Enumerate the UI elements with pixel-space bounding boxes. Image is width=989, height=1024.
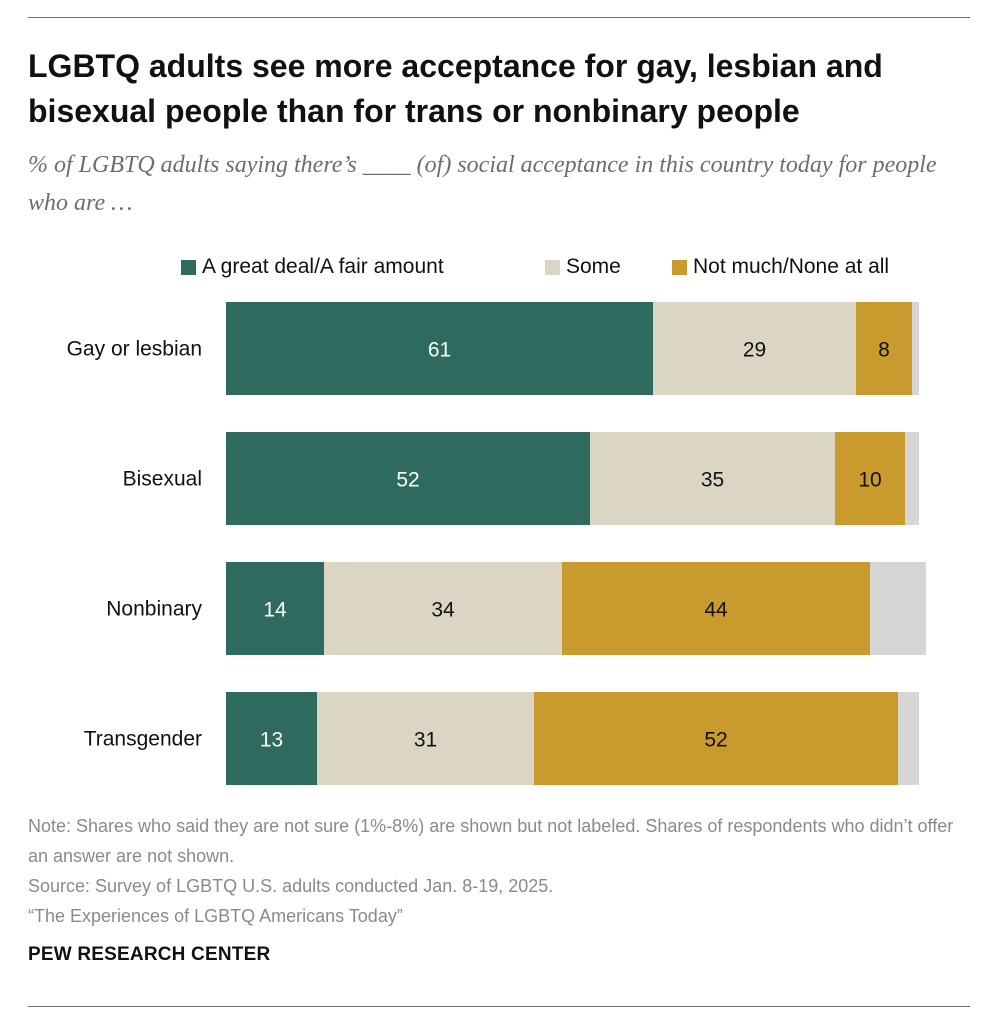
value-label-bisexual-some: 35 [701, 469, 724, 492]
category-label-bisexual: Bisexual [123, 468, 202, 491]
bar-nonbinary-not-much-none-at-all [562, 562, 870, 655]
bar-bisexual-some [590, 432, 835, 525]
top-rule [28, 17, 970, 18]
bottom-rule [28, 1006, 970, 1007]
value-label-nonbinary-some: 34 [431, 599, 455, 622]
legend-swatch-great-deal [181, 259, 196, 275]
value-label-gay-or-lesbian-some: 29 [743, 339, 766, 362]
report-title: “The Experiences of LGBTQ Americans Toda… [28, 906, 403, 926]
bar-transgender-a-great-deal-a-fair-amount [226, 692, 317, 785]
category-label-gay-or-lesbian: Gay or lesbian [67, 338, 202, 361]
value-label-transgender-a-great-deal-a-fair-amount: 13 [260, 729, 283, 752]
bar-bisexual-not-sure [905, 432, 919, 525]
source-text: Source: Survey of LGBTQ U.S. adults cond… [28, 876, 554, 896]
value-label-nonbinary-not-much-none-at-all: 44 [704, 599, 728, 622]
legend-swatch-some [545, 259, 560, 275]
legend-label-some: Some [566, 255, 621, 278]
chart-notes: Note: Shares who said they are not sure … [28, 811, 968, 931]
category-label-transgender: Transgender [84, 728, 202, 751]
bar-gay-or-lesbian-some [653, 302, 856, 395]
bar-nonbinary-a-great-deal-a-fair-amount [226, 562, 324, 655]
value-label-transgender-not-much-none-at-all: 52 [704, 729, 727, 752]
bar-gay-or-lesbian-a-great-deal-a-fair-amount [226, 302, 653, 395]
value-label-nonbinary-a-great-deal-a-fair-amount: 14 [263, 599, 287, 622]
bar-bisexual-not-much-none-at-all [835, 432, 905, 525]
value-label-bisexual-a-great-deal-a-fair-amount: 52 [396, 469, 419, 492]
value-label-bisexual-not-much-none-at-all: 10 [858, 469, 881, 492]
value-label-gay-or-lesbian-a-great-deal-a-fair-amount: 61 [428, 339, 451, 362]
bar-transgender-some [317, 692, 534, 785]
stacked-bar-chart: Gay or lesbian 61 29 8 Bisexual 52 35 10 Nonbina… [67, 302, 926, 785]
legend-label-great-deal: A great deal/A fair amount [202, 255, 444, 278]
value-label-gay-or-lesbian-not-much-none-at-all: 8 [878, 339, 890, 362]
chart-title: LGBTQ adults see more acceptance for gay… [28, 48, 883, 129]
bar-transgender-not-much-none-at-all [534, 692, 898, 785]
bar-nonbinary-some [324, 562, 562, 655]
bar-gay-or-lesbian-not-much-none-at-all [856, 302, 912, 395]
brand-name: PEW RESEARCH CENTER [28, 944, 271, 965]
legend-item-some: Some [545, 253, 621, 281]
bar-transgender-not-sure [898, 692, 919, 785]
bar-bisexual-a-great-deal-a-fair-amount [226, 432, 590, 525]
value-label-transgender-some: 31 [414, 729, 437, 752]
legend-swatch-not-much [672, 259, 687, 275]
chart-subtitle: % of LGBTQ adults saying there’s ____ (o… [28, 152, 937, 216]
category-label-nonbinary: Nonbinary [106, 598, 202, 621]
note-text: Note: Shares who said they are not sure … [28, 816, 954, 866]
bar-nonbinary-not-sure [870, 562, 926, 655]
legend-item-not-much: Not much/None at all [672, 253, 889, 281]
chart-legend: A great deal/A fair amount Some Not much… [0, 253, 989, 281]
legend-item-great-deal: A great deal/A fair amount [181, 253, 444, 281]
bar-gay-or-lesbian-not-sure [912, 302, 919, 395]
legend-label-not-much: Not much/None at all [693, 255, 890, 278]
